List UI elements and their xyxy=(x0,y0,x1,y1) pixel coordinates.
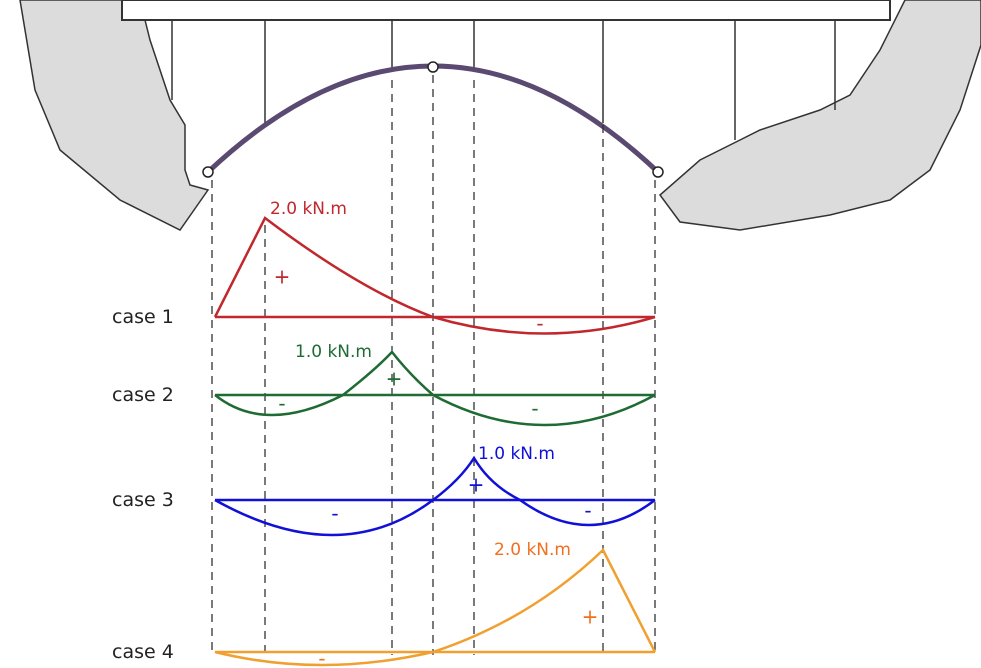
case-1-diagram xyxy=(213,216,656,335)
sign: - xyxy=(536,312,543,336)
guide-lines xyxy=(211,75,656,655)
sign: + xyxy=(468,473,485,497)
support-pin xyxy=(202,166,214,178)
case-label: case 3 xyxy=(112,489,174,511)
case-label: case 1 xyxy=(112,306,174,328)
deck xyxy=(121,0,891,21)
case-4-diagram xyxy=(214,547,657,667)
moment-diagrams xyxy=(213,216,657,667)
left-abutment xyxy=(19,0,210,231)
bridge xyxy=(19,0,981,231)
hangers xyxy=(171,20,836,140)
case-label: case 2 xyxy=(112,384,174,406)
crown-hinge xyxy=(427,61,439,73)
case-3-diagram xyxy=(214,455,656,537)
sign: - xyxy=(318,647,325,668)
peak-label: 2.0 kN.m xyxy=(270,199,347,219)
labels: case 1 case 2 case 3 case 4 2.0 kN.m 1.0… xyxy=(112,199,598,668)
peak-label: 2.0 kN.m xyxy=(494,540,571,560)
sign: + xyxy=(386,367,403,391)
sign: - xyxy=(531,397,538,421)
sign: - xyxy=(584,499,591,523)
sign: - xyxy=(331,502,338,526)
support-pin xyxy=(652,166,664,178)
sign: + xyxy=(274,265,291,289)
sign: - xyxy=(278,392,285,416)
peak-label: 1.0 kN.m xyxy=(478,444,555,464)
sign: + xyxy=(582,605,599,629)
right-abutment xyxy=(658,0,981,231)
case-2-diagram xyxy=(214,350,656,427)
peak-label: 1.0 kN.m xyxy=(295,342,372,362)
case-label: case 4 xyxy=(112,641,174,663)
